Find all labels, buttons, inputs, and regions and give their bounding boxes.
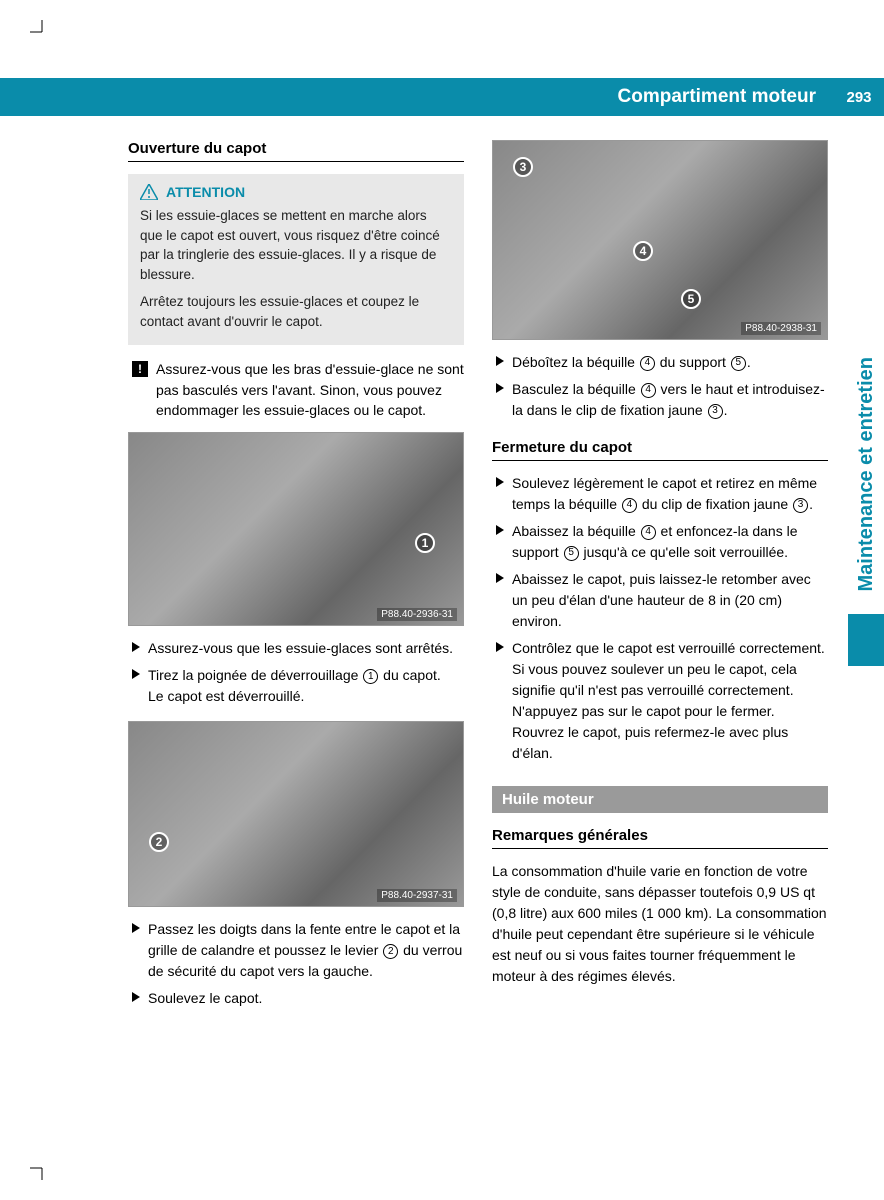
crop-mark-icon — [30, 20, 50, 40]
bullet-text: Soulevez le capot. — [148, 988, 262, 1009]
triangle-bullet-icon — [132, 992, 140, 1002]
bullet-text: Déboîtez la béquille 4 du support 5. — [512, 352, 751, 373]
bullet-text: Abaissez le capot, puis laissez-le retom… — [512, 569, 828, 632]
bullet-list-1: Assurez-vous que les essuie-glaces sont … — [128, 638, 464, 707]
list-item: Abaissez la béquille 4 et enfoncez-la da… — [492, 521, 828, 563]
right-column: 3 4 5 P88.40-2938-31 Déboîtez la béquill… — [492, 140, 828, 1023]
list-item: Soulevez le capot. — [128, 988, 464, 1009]
list-item: Assurez-vous que les essuie-glaces sont … — [128, 638, 464, 659]
ref-5-icon: 5 — [731, 356, 746, 371]
attention-title: ATTENTION — [166, 184, 245, 200]
bullet-text: Passez les doigts dans la fente entre le… — [148, 919, 464, 982]
attention-header: ATTENTION — [140, 184, 452, 200]
list-item: Basculez la béquille 4 vers le haut et i… — [492, 379, 828, 421]
figure-1: 1 P88.40-2936-31 — [128, 432, 464, 626]
attention-box: ATTENTION Si les essuie-glaces se metten… — [128, 174, 464, 345]
triangle-bullet-icon — [496, 642, 504, 652]
attention-para2: Arrêtez toujours les essuie-glaces et co… — [140, 292, 452, 331]
figure-1-label: P88.40-2936-31 — [377, 608, 457, 621]
grey-heading-huile: Huile moteur — [492, 786, 828, 813]
heading-remarques: Remarques générales — [492, 827, 828, 849]
callout-2: 2 — [149, 832, 169, 852]
triangle-bullet-icon — [496, 383, 504, 393]
figure-3-label: P88.40-2938-31 — [741, 322, 821, 335]
heading-fermeture: Fermeture du capot — [492, 439, 828, 461]
ref-3-icon: 3 — [708, 404, 723, 419]
bullet-text: Tirez la poignée de déverrouillage 1 du … — [148, 665, 441, 707]
bullet-text: Assurez-vous que les essuie-glaces sont … — [148, 638, 453, 659]
figure-2: 2 P88.40-2937-31 — [128, 721, 464, 907]
note-text: Assurez-vous que les bras d'essuie-glace… — [156, 359, 464, 420]
triangle-bullet-icon — [496, 525, 504, 535]
triangle-bullet-icon — [132, 923, 140, 933]
page-number-box: 293 — [834, 78, 884, 116]
ref-2-icon: 2 — [383, 944, 398, 959]
page-number: 293 — [846, 89, 871, 106]
attention-para1: Si les essuie-glaces se mettent en march… — [140, 206, 452, 284]
ref-4-icon: 4 — [641, 383, 656, 398]
callout-3: 3 — [513, 157, 533, 177]
figure-2-label: P88.40-2937-31 — [377, 889, 457, 902]
callout-1: 1 — [415, 533, 435, 553]
bullet-text: Basculez la béquille 4 vers le haut et i… — [512, 379, 828, 421]
bullet-text: Abaissez la béquille 4 et enfoncez-la da… — [512, 521, 828, 563]
triangle-bullet-icon — [132, 669, 140, 679]
bullet-list-4: Soulevez légèrement le capot et retirez … — [492, 473, 828, 764]
oil-paragraph: La consommation d'huile varie en fonctio… — [492, 861, 828, 987]
triangle-bullet-icon — [496, 356, 504, 366]
content-area: Ouverture du capot ATTENTION Si les essu… — [128, 140, 828, 1023]
list-item: Abaissez le capot, puis laissez-le retom… — [492, 569, 828, 632]
ref-4-icon: 4 — [640, 356, 655, 371]
crop-mark-icon — [30, 1160, 50, 1180]
bullet-text: Soulevez légèrement le capot et retirez … — [512, 473, 828, 515]
ref-3-icon: 3 — [793, 498, 808, 513]
list-item: Déboîtez la béquille 4 du support 5. — [492, 352, 828, 373]
triangle-bullet-icon — [132, 642, 140, 652]
warning-triangle-icon — [140, 184, 158, 200]
callout-4: 4 — [633, 241, 653, 261]
list-item: Tirez la poignée de déverrouillage 1 du … — [128, 665, 464, 707]
sidebar-tab-text: Maintenance et entretien — [855, 357, 878, 592]
list-item: Passez les doigts dans la fente entre le… — [128, 919, 464, 982]
ref-4-icon: 4 — [641, 525, 656, 540]
figure-3: 3 4 5 P88.40-2938-31 — [492, 140, 828, 340]
heading-ouverture: Ouverture du capot — [128, 140, 464, 162]
sidebar-accent — [848, 614, 884, 666]
list-item: Contrôlez que le capot est verrouillé co… — [492, 638, 828, 764]
bullet-list-3: Déboîtez la béquille 4 du support 5. Bas… — [492, 352, 828, 421]
page-header-title: Compartiment moteur — [618, 86, 816, 108]
page-header: Compartiment moteur — [0, 78, 834, 116]
callout-5: 5 — [681, 289, 701, 309]
sidebar-tab: Maintenance et entretien — [848, 334, 884, 614]
list-item: Soulevez légèrement le capot et retirez … — [492, 473, 828, 515]
ref-5-icon: 5 — [564, 546, 579, 561]
triangle-bullet-icon — [496, 573, 504, 583]
left-column: Ouverture du capot ATTENTION Si les essu… — [128, 140, 464, 1023]
ref-1-icon: 1 — [363, 669, 378, 684]
triangle-bullet-icon — [496, 477, 504, 487]
bullet-list-2: Passez les doigts dans la fente entre le… — [128, 919, 464, 1009]
ref-4-icon: 4 — [622, 498, 637, 513]
note-block: ! Assurez-vous que les bras d'essuie-gla… — [128, 359, 464, 420]
bullet-text: Contrôlez que le capot est verrouillé co… — [512, 638, 828, 764]
exclamation-icon: ! — [132, 361, 148, 377]
